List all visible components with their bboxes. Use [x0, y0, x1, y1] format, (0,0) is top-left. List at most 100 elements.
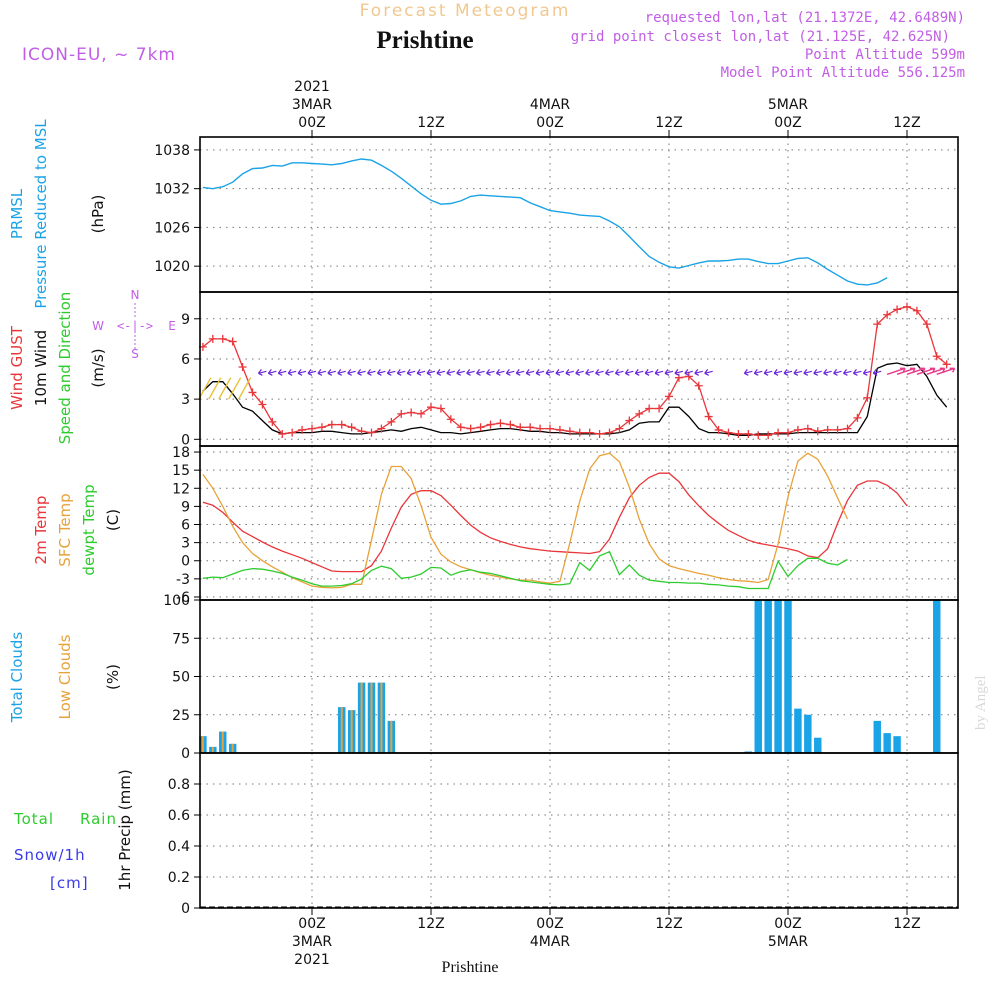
wind-gust-marker: [506, 420, 515, 429]
wind-gust-marker: [595, 429, 604, 438]
temp-sfc-line: [202, 452, 849, 589]
wind-direction-arrow: [862, 368, 872, 376]
wind-gust-marker: [456, 423, 465, 432]
wind-direction-arrow: [525, 368, 535, 376]
total-cloud-bar: [794, 708, 802, 753]
wind-gust-marker: [367, 428, 376, 437]
wind-gust-marker: [635, 409, 644, 418]
wind-direction-arrow: [396, 368, 406, 376]
wind-direction-arrow: [674, 368, 684, 376]
wind-gust-marker: [288, 428, 297, 437]
wind-gust-marker: [228, 337, 237, 346]
wind-direction-arrow: [416, 368, 426, 376]
x-tick-label-top: 00Z: [774, 115, 801, 131]
wind-10m-line: [202, 362, 948, 436]
wind-direction-arrow: [515, 368, 525, 376]
x-tick-label-bottom: 3MAR: [292, 934, 333, 950]
wind-direction-arrow: [803, 368, 812, 376]
wind-direction-arrow: [664, 368, 674, 376]
x-tick-label-bottom: 5MAR: [768, 934, 809, 950]
wind-gust-marker: [575, 428, 584, 437]
wind-label-direction: Speed and Direction: [56, 292, 74, 445]
wind-gust-marker: [407, 408, 416, 417]
total-cloud-bar: [933, 600, 941, 753]
low-cloud-bar: [350, 710, 353, 753]
wind-direction-arrow: [347, 368, 356, 376]
model-label: ICON-EU, ~ 7km: [22, 45, 176, 65]
wind-gust-marker: [655, 404, 664, 413]
wind-gust-marker: [397, 409, 406, 418]
wind-gust-marker: [724, 428, 733, 437]
wind-direction-arrow: [466, 368, 475, 376]
x-tick-label-top: 4MAR: [530, 97, 571, 113]
y-tick-label-precip: 0.8: [168, 777, 190, 793]
x-tick-label-top: 12Z: [893, 115, 920, 131]
forecast-meteogram-title: Forecast Meteogram: [360, 1, 571, 21]
footer-station: Prishtine: [442, 959, 499, 976]
x-tick-label-bottom: 12Z: [893, 916, 920, 932]
wind-direction-arrow: [872, 368, 882, 376]
pressure-label-msl: Pressure Reduced to MSL: [32, 119, 50, 309]
total-cloud-bar: [873, 720, 881, 753]
wind-gust-marker: [784, 428, 792, 437]
wind-gust-marker: [813, 427, 822, 436]
precip-unit: 1hr Precip (mm): [116, 769, 134, 890]
model-point-altitude: Model Point Altitude 556.125m: [721, 65, 965, 81]
total-cloud-bar: [814, 737, 822, 753]
wind-gust-marker: [863, 393, 872, 402]
x-tick-label-bottom: 00Z: [536, 916, 563, 932]
x-tick-label-top: 5MAR: [768, 97, 809, 113]
precip-label-rain: Rain: [80, 810, 117, 828]
wind-gust-marker: [337, 420, 346, 429]
wind-direction-arrow: [634, 368, 644, 376]
y-tick-label-clouds: 50: [172, 670, 190, 686]
y-tick-label-pressure: 1032: [154, 182, 190, 198]
wind-direction-arrow: [317, 368, 327, 376]
x-tick-label-bottom: 00Z: [774, 916, 801, 932]
total-cloud-bar: [764, 600, 772, 753]
x-tick-label-top: 2021: [294, 79, 330, 95]
wind-gust-marker: [843, 424, 852, 433]
wind-direction-arrow: [327, 368, 336, 376]
wind-direction-arrow: [575, 368, 584, 376]
wind-gust-marker: [793, 425, 802, 434]
wind-gust-marker: [684, 372, 693, 381]
wind-direction-arrow: [614, 368, 624, 376]
y-tick-label-temp: 12: [172, 481, 190, 497]
wind-gust-marker: [774, 428, 783, 437]
wind-gust-marker: [873, 320, 882, 329]
wind-direction-arrow: [585, 368, 594, 376]
wind-direction-arrow: [896, 367, 916, 376]
y-tick-label-temp: 3: [181, 536, 190, 552]
y-tick-label-temp: 9: [181, 499, 190, 515]
wind-gust-marker: [665, 392, 673, 401]
wind-gust-marker: [853, 413, 862, 422]
wind-gust-line: [202, 306, 948, 436]
y-tick-label-temp: -6: [176, 590, 190, 606]
wind-gust-marker: [486, 420, 495, 429]
wind-gust-marker: [347, 423, 356, 432]
total-cloud-bar: [883, 733, 891, 753]
wind-gust-marker: [942, 360, 951, 369]
temp-label-sfc: SFC Temp: [56, 493, 74, 566]
y-tick-label-pressure: 1038: [154, 143, 190, 159]
wind-direction-arrow: [376, 368, 386, 376]
precip-label-total: Total: [13, 810, 54, 828]
precip-label-cm: [cm]: [50, 874, 89, 892]
svg-text:<-|->: <-|->: [117, 319, 153, 333]
y-tick-label-clouds: 25: [172, 708, 190, 724]
wind-direction-arrow: [456, 368, 465, 376]
low-cloud-bar: [211, 746, 214, 753]
wind-direction-arrow: [773, 368, 783, 376]
wind-direction-arrow: [495, 368, 505, 376]
wind-gust-marker: [615, 424, 624, 433]
wind-direction-arrow: [436, 368, 446, 376]
wind-direction-arrow: [555, 368, 565, 376]
wind-gust-marker: [585, 428, 594, 437]
temp-2m-line: [202, 472, 908, 573]
y-tick-label-precip: 0.6: [168, 808, 190, 824]
wind-gust-marker: [238, 362, 247, 371]
wind-gust-marker: [476, 423, 485, 432]
wind-direction-arrow: [694, 368, 703, 376]
requested-location: requested lon,lat (21.1372E, 42.6489N): [645, 10, 965, 26]
